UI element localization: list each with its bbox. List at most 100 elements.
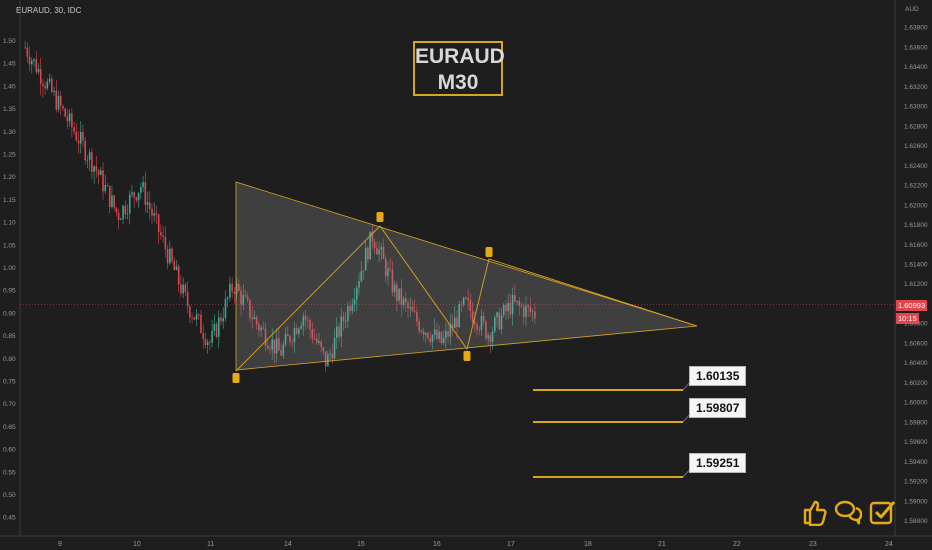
candle-body bbox=[157, 214, 160, 233]
candle-body bbox=[409, 307, 412, 309]
candle-body bbox=[480, 315, 483, 330]
candle-body bbox=[273, 339, 276, 354]
candle-body bbox=[431, 334, 434, 343]
left-axis-tick: 0.70 bbox=[3, 401, 16, 408]
candle-body bbox=[151, 208, 153, 216]
x-axis-tick: 24 bbox=[885, 541, 893, 548]
candle-body bbox=[469, 299, 472, 311]
x-axis-tick: 10 bbox=[133, 541, 141, 548]
left-axis-tick: 1.35 bbox=[3, 106, 16, 113]
candle-body bbox=[467, 298, 469, 300]
candle-body bbox=[304, 316, 307, 320]
candle-body bbox=[411, 307, 414, 312]
left-axis-tick: 0.80 bbox=[3, 356, 16, 363]
candle-body bbox=[144, 182, 147, 205]
candle-body bbox=[218, 317, 220, 337]
candle-body bbox=[91, 152, 93, 172]
candle-body bbox=[171, 248, 173, 262]
candle-body bbox=[186, 291, 189, 307]
candle-body bbox=[333, 337, 336, 359]
wave-marker-a[interactable] bbox=[232, 373, 240, 383]
candle-body bbox=[500, 315, 503, 330]
candle-body bbox=[77, 140, 80, 144]
current-price-tag: 1.60993 bbox=[896, 300, 928, 311]
candle-body bbox=[193, 317, 196, 320]
candle-body bbox=[251, 317, 253, 320]
candle-body bbox=[322, 347, 325, 352]
candle-body bbox=[436, 329, 438, 339]
wave-path[interactable] bbox=[235, 225, 698, 372]
candle-body bbox=[220, 317, 222, 322]
right-axis-tick: 1.58800 bbox=[904, 518, 928, 525]
candle-body bbox=[534, 311, 536, 319]
candle-body bbox=[293, 327, 296, 343]
right-axis-tick: 1.61600 bbox=[904, 242, 928, 249]
candle-body bbox=[371, 231, 374, 242]
right-axis-tick: 1.63600 bbox=[904, 44, 928, 51]
candle-body bbox=[233, 291, 236, 294]
candle-body bbox=[362, 270, 365, 272]
right-axis-tick: 1.63800 bbox=[904, 25, 928, 32]
candle-body bbox=[376, 248, 378, 255]
check-icon[interactable] bbox=[868, 498, 896, 526]
left-axis-tick: 1.00 bbox=[3, 265, 16, 272]
candle-body bbox=[353, 299, 356, 305]
candle-body bbox=[416, 311, 418, 322]
left-axis-tick: 1.20 bbox=[3, 174, 16, 181]
candle-body bbox=[113, 195, 115, 208]
candle-body bbox=[413, 311, 416, 313]
candle-body bbox=[180, 284, 182, 294]
candle-body bbox=[382, 247, 385, 259]
wave-marker-b[interactable] bbox=[376, 212, 384, 222]
candle-body bbox=[496, 312, 498, 318]
candle-body bbox=[191, 317, 193, 319]
candle-body bbox=[122, 205, 124, 220]
candle-body bbox=[335, 326, 338, 338]
candle-body bbox=[35, 59, 38, 73]
right-axis-tick: 1.59600 bbox=[904, 439, 928, 446]
candle-body bbox=[340, 316, 342, 337]
candle-body bbox=[137, 192, 140, 201]
candle-body bbox=[53, 90, 55, 92]
candle-body bbox=[393, 284, 396, 293]
candle-body bbox=[66, 116, 69, 122]
candle-body bbox=[162, 235, 164, 237]
candle-body bbox=[106, 184, 109, 187]
symbol-badge: EURAUD M30 bbox=[413, 41, 505, 96]
thumbs-up-icon[interactable] bbox=[800, 498, 828, 526]
left-axis-tick: 0.60 bbox=[3, 447, 16, 454]
candle-body bbox=[433, 329, 436, 335]
candle-body bbox=[329, 353, 331, 355]
wave-marker-c[interactable] bbox=[463, 351, 471, 361]
candle-body bbox=[200, 314, 202, 334]
candle-body bbox=[489, 335, 492, 343]
candle-body bbox=[73, 127, 75, 132]
candle-body bbox=[166, 249, 169, 264]
candle-body bbox=[71, 113, 73, 128]
right-axis-tick: 1.59800 bbox=[904, 419, 928, 426]
candle-body bbox=[295, 327, 298, 334]
x-axis-tick: 21 bbox=[658, 541, 666, 548]
right-axis-tick: 1.60800 bbox=[904, 321, 928, 328]
wave-marker-d[interactable] bbox=[485, 247, 493, 257]
candle-body bbox=[111, 195, 113, 208]
comment-icon[interactable] bbox=[834, 498, 862, 526]
candle-body bbox=[331, 353, 334, 359]
chart-header: EURAUD, 30, IDC bbox=[16, 6, 82, 15]
candle-body bbox=[453, 317, 456, 329]
candle-body bbox=[280, 350, 282, 356]
right-axis-tick: 1.63400 bbox=[904, 64, 928, 71]
candle-body bbox=[102, 170, 104, 192]
candle-body bbox=[367, 247, 369, 260]
candle-body bbox=[498, 312, 501, 330]
candle-body bbox=[525, 305, 527, 317]
candle-body bbox=[462, 297, 465, 305]
candle-body bbox=[311, 329, 314, 339]
candle-body bbox=[518, 300, 521, 306]
candle-body bbox=[351, 304, 354, 312]
candle-body bbox=[373, 241, 376, 249]
right-axis-tick: 1.60600 bbox=[904, 340, 928, 347]
candle-body bbox=[51, 78, 53, 92]
